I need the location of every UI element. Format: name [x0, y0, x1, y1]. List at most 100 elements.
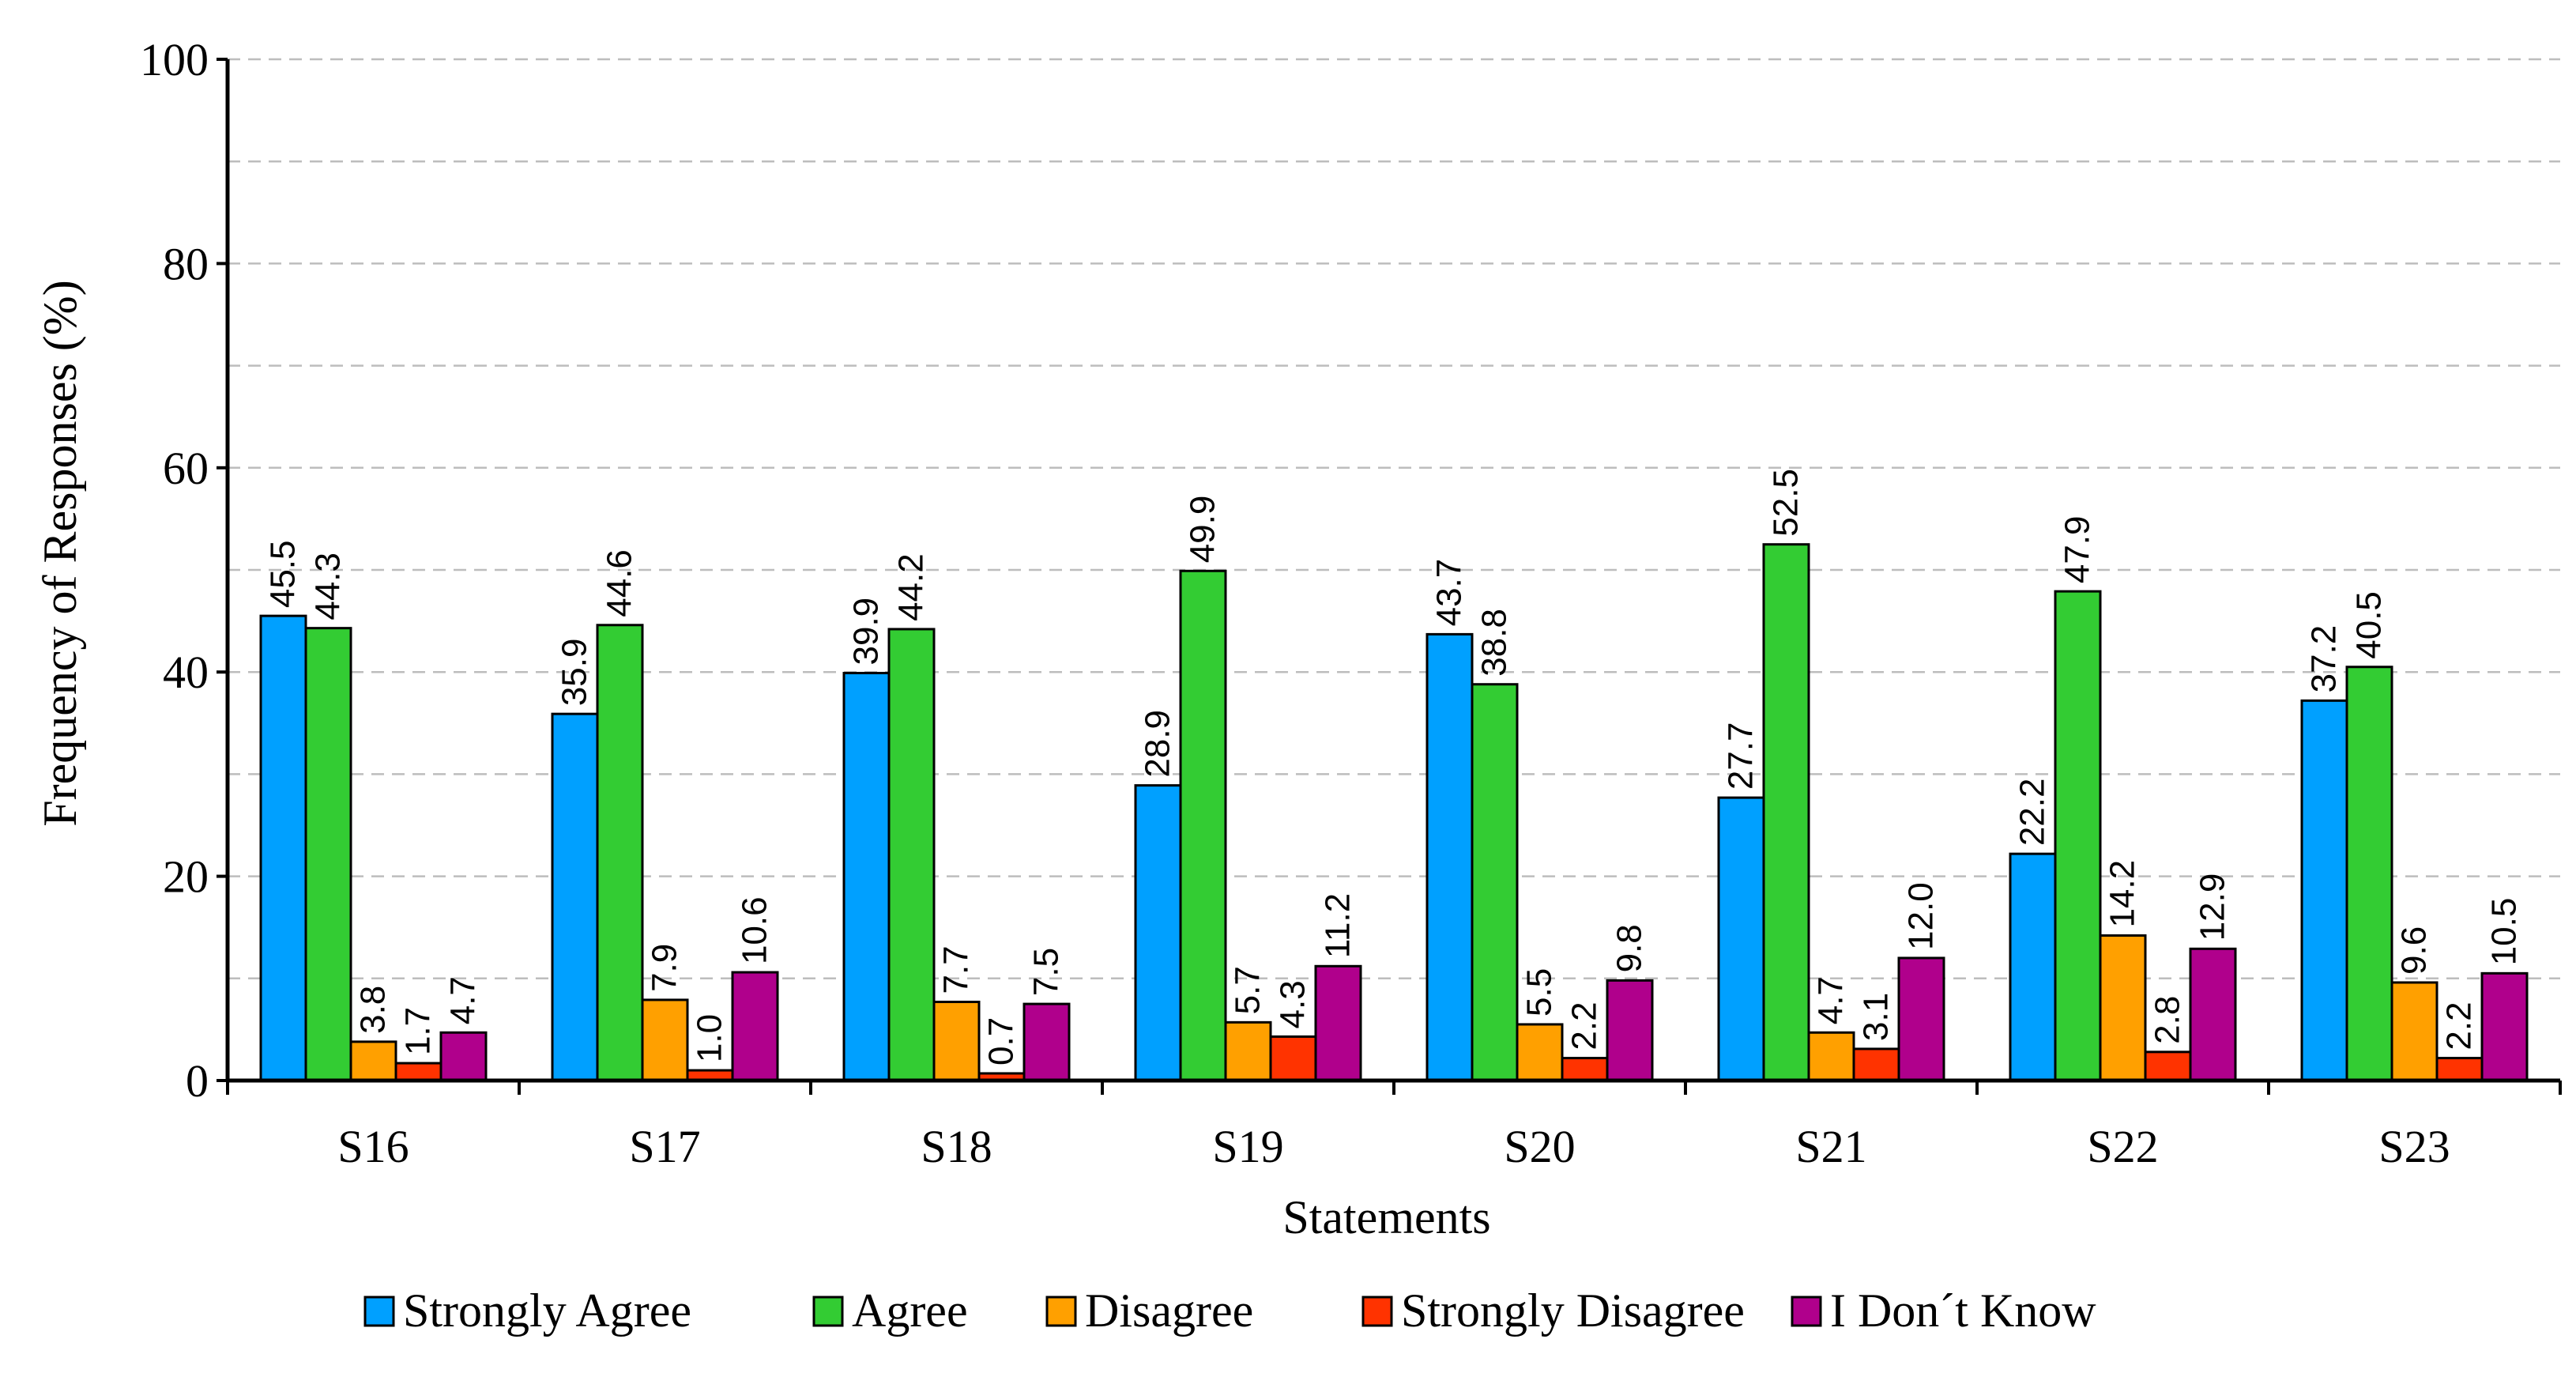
- bar-s16-series-0: [259, 614, 307, 1082]
- y-tick-label: 60: [163, 443, 209, 494]
- legend-label: Strongly Disagree: [1401, 1284, 1745, 1337]
- bars: [259, 543, 2529, 1082]
- data-label: 4.7: [444, 976, 483, 1024]
- legend-label: I Don´t Know: [1830, 1284, 2096, 1337]
- bar-s23-series-0: [2300, 699, 2348, 1082]
- data-label: 2.8: [2149, 996, 2187, 1044]
- data-label: 43.7: [1430, 559, 1469, 627]
- y-tick-label: 40: [163, 647, 209, 698]
- data-label: 5.7: [1229, 966, 1267, 1014]
- legend-label: Strongly Agree: [403, 1284, 691, 1337]
- data-label: 2.2: [1565, 1001, 1604, 1050]
- legend-swatch: [363, 1296, 395, 1327]
- x-tick-label: S19: [1212, 1121, 1283, 1172]
- bar-s21-series-2: [1807, 1031, 1855, 1082]
- bar-s18-series-0: [842, 671, 891, 1082]
- bar-s20-series-1: [1471, 683, 1519, 1082]
- data-label: 7.9: [646, 944, 684, 992]
- bar-s22-series-2: [2099, 934, 2147, 1082]
- data-label: 3.8: [354, 986, 393, 1034]
- bar-s18-series-4: [1022, 1002, 1071, 1082]
- bar-s20-series-0: [1425, 632, 1474, 1082]
- x-tick-label: S20: [1504, 1121, 1575, 1172]
- bar-s19-series-1: [1179, 569, 1227, 1082]
- x-tick-label: S17: [629, 1121, 700, 1172]
- y-tick-label: 20: [163, 851, 209, 903]
- data-label: 2.2: [2440, 1001, 2479, 1050]
- bar-s20-series-2: [1516, 1023, 1564, 1082]
- bar-s21-series-3: [1852, 1047, 1900, 1082]
- data-label: 37.2: [2305, 625, 2344, 693]
- data-label: 22.2: [2013, 779, 2052, 847]
- bar-s23-series-1: [2345, 666, 2393, 1082]
- bar-s22-series-0: [2009, 852, 2057, 1082]
- bar-s16-series-4: [439, 1031, 488, 1082]
- data-label: 44.3: [309, 553, 348, 620]
- y-tick-label: 80: [163, 238, 209, 289]
- bar-s21-series-0: [1717, 796, 1765, 1082]
- bar-s16-series-1: [304, 627, 352, 1082]
- bar-s16-series-2: [349, 1040, 397, 1082]
- y-axis-title: Frequency of Responses (%): [34, 280, 86, 827]
- data-label: 9.6: [2395, 926, 2434, 975]
- data-label: 4.7: [1812, 976, 1851, 1024]
- tick-labels: 0 20 40 60 80 100 S16 S17 S18 S19 S20 S21 S22 S23: [140, 34, 2450, 1172]
- bar-s23-series-2: [2390, 981, 2439, 1082]
- legend-swatch: [1791, 1296, 1822, 1327]
- data-label: 35.9: [555, 639, 594, 707]
- x-axis-title: Statements: [1282, 1191, 1490, 1243]
- legend-swatch: [1045, 1296, 1077, 1327]
- bar-s20-series-4: [1606, 979, 1654, 1082]
- data-label: 12.0: [1902, 882, 1941, 950]
- data-label: 12.9: [2194, 873, 2232, 941]
- bar-s20-series-3: [1561, 1057, 1609, 1082]
- data-label: 11.2: [1319, 893, 1358, 958]
- bar-s17-series-4: [731, 971, 779, 1082]
- data-label: 44.2: [892, 553, 931, 621]
- data-label: 3.1: [1857, 993, 1896, 1041]
- bar-s19-series-4: [1314, 964, 1362, 1082]
- data-label: 1.7: [399, 1007, 438, 1055]
- bar-s19-series-3: [1269, 1035, 1317, 1082]
- data-label: 10.6: [736, 896, 774, 964]
- data-label: 0.7: [982, 1017, 1021, 1066]
- x-tick-label: S22: [2087, 1121, 2158, 1172]
- x-tick-label: S18: [921, 1121, 992, 1172]
- data-label: 9.8: [1610, 924, 1649, 972]
- bar-s21-series-4: [1897, 956, 1945, 1082]
- x-tick-label: S21: [1795, 1121, 1866, 1172]
- gridlines: [228, 58, 2560, 980]
- x-tick-label: S23: [2378, 1121, 2450, 1172]
- bar-s23-series-3: [2435, 1057, 2484, 1082]
- legend: Strongly Agree Agree Disagree Strongly Disa…: [363, 1284, 2096, 1337]
- data-label: 38.8: [1475, 609, 1514, 677]
- bar-s21-series-1: [1762, 543, 1810, 1082]
- bar-s17-series-2: [641, 998, 689, 1082]
- data-label: 49.9: [1184, 496, 1222, 564]
- bar-s18-series-1: [887, 628, 936, 1082]
- data-label: 28.9: [1139, 710, 1177, 778]
- bar-s18-series-2: [932, 1001, 981, 1082]
- bar-s22-series-4: [2189, 947, 2237, 1082]
- data-label: 44.6: [601, 549, 639, 617]
- data-label: 7.7: [937, 945, 976, 994]
- bar-s17-series-0: [551, 712, 599, 1082]
- bar-s19-series-2: [1224, 1020, 1272, 1082]
- y-tick-label: 100: [140, 34, 209, 85]
- bar-s17-series-1: [596, 624, 644, 1082]
- data-label: 40.5: [2350, 591, 2389, 659]
- data-label: 10.5: [2485, 898, 2524, 966]
- data-labels: 45.5 44.33.8 1.74.735.944.67.91.010.639.94…: [264, 469, 2524, 1066]
- bar-s22-series-3: [2144, 1050, 2192, 1082]
- data-label: 52.5: [1767, 469, 1806, 537]
- data-label: 47.9: [2058, 515, 2097, 583]
- data-label: 14.2: [2103, 860, 2142, 928]
- data-label: 1.0: [691, 1014, 729, 1062]
- legend-label: Agree: [852, 1284, 968, 1337]
- legend-swatch: [812, 1296, 844, 1327]
- data-label: 27.7: [1722, 722, 1761, 790]
- data-label: 5.5: [1520, 968, 1559, 1017]
- bar-s22-series-1: [2054, 590, 2102, 1082]
- y-tick-label: 0: [186, 1055, 209, 1107]
